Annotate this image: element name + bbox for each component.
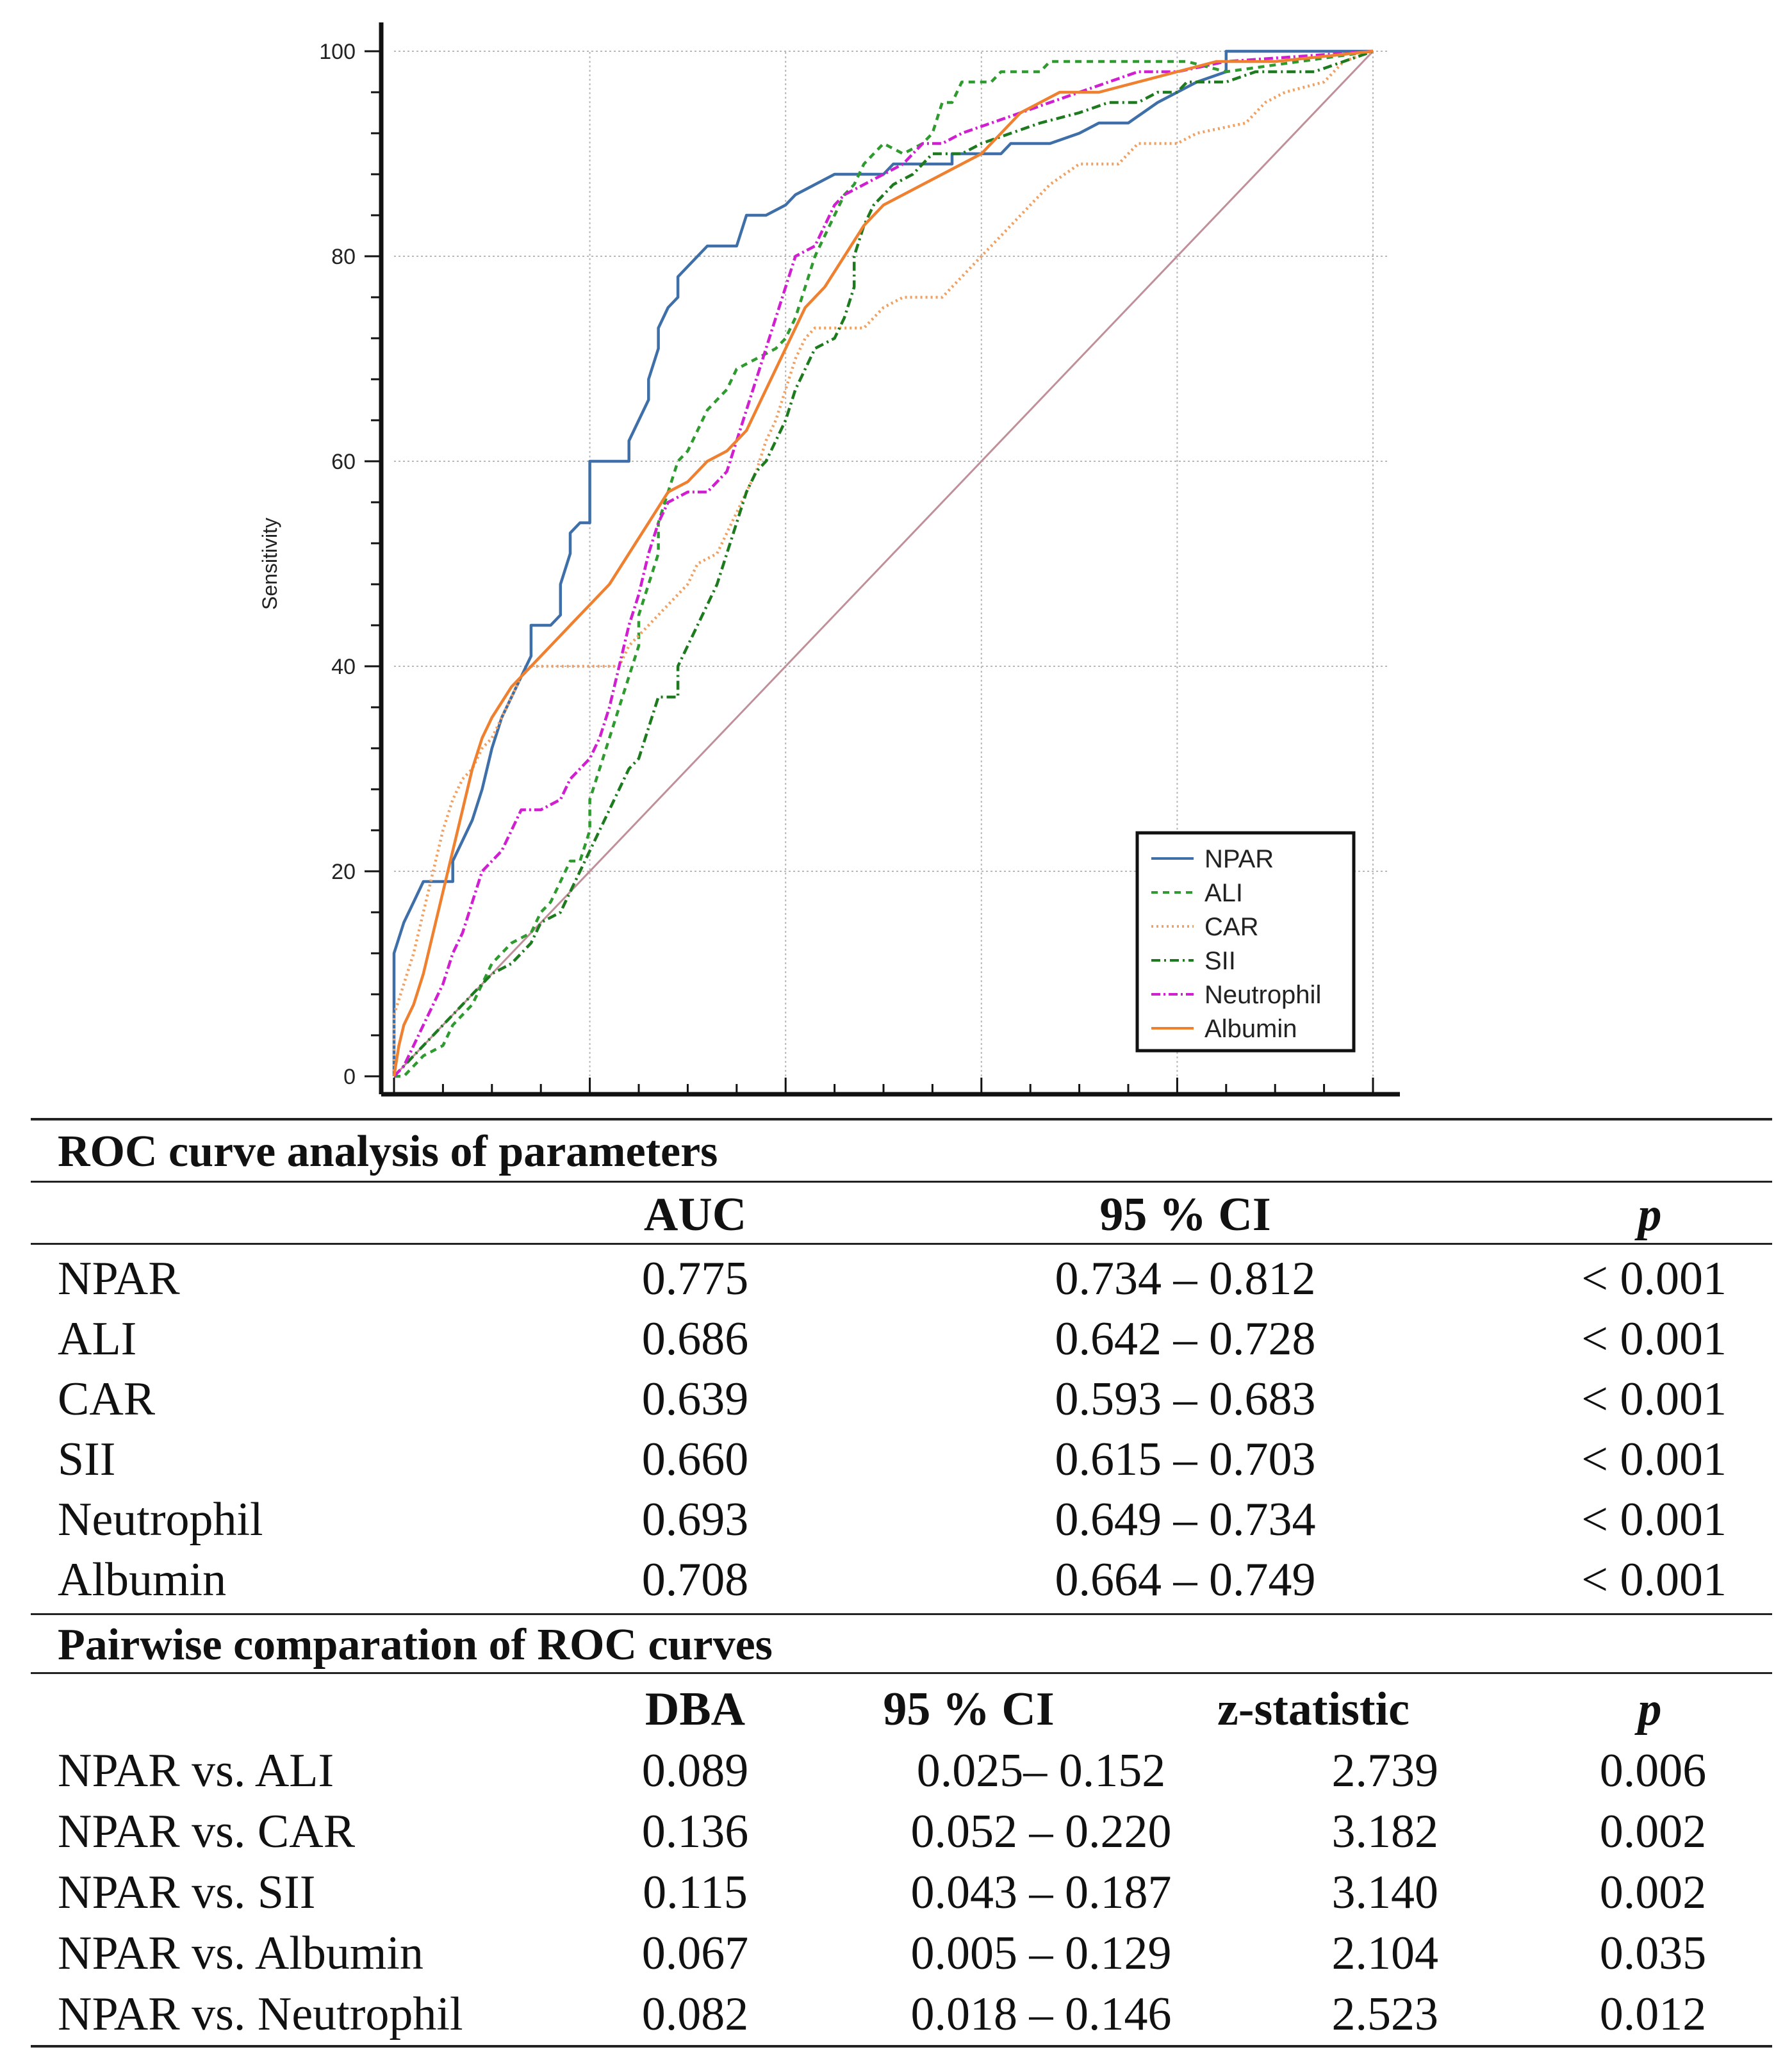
pairwise-row-ci: 0.043 – 0.187 [910, 1866, 1172, 1919]
pairwise-row-ci: 0.025– 0.152 [916, 1745, 1166, 1797]
y-tick-label: 20 [331, 860, 356, 884]
diagonal-reference-line [393, 50, 1374, 1078]
pairwise-row-p: 0.002 [1599, 1805, 1707, 1858]
roc-row-ci: 0.649 – 0.734 [1055, 1493, 1316, 1546]
roc-row-name: NPAR [58, 1252, 180, 1305]
legend-box [1135, 831, 1356, 1053]
y-axis-title: Sensitivity [258, 518, 281, 610]
roc-row-p: < 0.001 [1581, 1313, 1727, 1365]
chart-axes: 0 20 40 60 80 100 [319, 22, 1400, 1097]
pairwise-row-name: NPAR vs. Neutrophil [58, 1988, 463, 2040]
pairwise-row-name: NPAR vs. ALI [58, 1745, 334, 1797]
roc-row-ci: 0.593 – 0.683 [1055, 1373, 1316, 1425]
legend-label-ali: ALI [1204, 879, 1243, 907]
roc-row-ci: 0.664 – 0.749 [1055, 1554, 1316, 1606]
roc-title-rule [31, 1181, 1772, 1183]
pairwise-header-z: z-statistic [1217, 1683, 1410, 1736]
roc-row-name: ALI [58, 1313, 137, 1365]
roc-chart: 0 20 40 60 80 100 Sensitivity NPAR ALI CAR SII Ne… [258, 22, 1400, 1097]
chart-legend: NPAR ALI CAR SII Neutrophil Albumin [1135, 831, 1356, 1053]
pairwise-header-dba: DBA [645, 1683, 746, 1736]
roc-row-ci: 0.734 – 0.812 [1055, 1252, 1316, 1305]
roc-bottom-rule [31, 1613, 1772, 1615]
roc-row-auc: 0.693 [641, 1493, 749, 1546]
pairwise-row-p: 0.002 [1599, 1866, 1707, 1919]
series-line-sii [393, 49, 1374, 1078]
roc-row-p: < 0.001 [1581, 1433, 1727, 1486]
pairwise-row-name: NPAR vs. Albumin [58, 1927, 423, 1980]
pairwise-row-p: 0.006 [1599, 1745, 1707, 1797]
pairwise-table-title: Pairwise comparation of ROC curves [58, 1620, 773, 1670]
y-tick-label: 0 [343, 1065, 356, 1089]
roc-header-rule [31, 1243, 1772, 1245]
pairwise-row-p: 0.012 [1599, 1988, 1707, 2040]
pairwise-row-z: 3.182 [1331, 1805, 1439, 1858]
roc-row-name: Neutrophil [58, 1493, 263, 1546]
roc-row-auc: 0.639 [641, 1373, 749, 1425]
roc-row-auc: 0.708 [641, 1554, 749, 1606]
roc-row-name: CAR [58, 1373, 156, 1425]
series-line-npar [392, 49, 1373, 1076]
pairwise-row-name: NPAR vs. CAR [58, 1805, 356, 1858]
roc-row-ci: 0.642 – 0.728 [1055, 1313, 1316, 1365]
roc-header-ci: 95 % CI [1099, 1188, 1271, 1241]
pairwise-row-ci: 0.052 – 0.220 [910, 1805, 1172, 1858]
y-tick-label: 40 [331, 655, 356, 679]
series-line-neutrophil [393, 49, 1374, 1078]
series-line-albumin [392, 49, 1374, 1077]
series-line-ali [394, 49, 1374, 1078]
roc-row-name: Albumin [58, 1554, 227, 1606]
roc-header-auc: AUC [643, 1188, 747, 1241]
roc-row-p: < 0.001 [1581, 1252, 1727, 1305]
pairwise-row-z: 2.739 [1331, 1745, 1439, 1797]
pairwise-row-dba: 0.115 [643, 1866, 748, 1919]
legend-label-sii: SII [1204, 947, 1236, 975]
roc-row-name: SII [58, 1433, 116, 1486]
roc-row-auc: 0.660 [641, 1433, 749, 1486]
roc-header-p: p [1638, 1188, 1662, 1241]
pairwise-row-dba: 0.089 [641, 1745, 749, 1797]
pairwise-header-p: p [1638, 1683, 1662, 1736]
y-tick-label: 100 [319, 40, 356, 64]
roc-row-ci: 0.615 – 0.703 [1055, 1433, 1316, 1486]
table-bottom-rule [31, 2045, 1772, 2048]
series-layer [392, 49, 1374, 1078]
y-tick-label: 80 [331, 245, 356, 269]
legend-label-npar: NPAR [1204, 845, 1274, 873]
legend-label-car: CAR [1204, 913, 1258, 941]
pairwise-row-ci: 0.005 – 0.129 [910, 1927, 1172, 1980]
pairwise-header-ci: 95 % CI [883, 1683, 1055, 1736]
table-top-rule [31, 1118, 1772, 1121]
pairwise-row-z: 3.140 [1331, 1866, 1439, 1919]
roc-row-auc: 0.775 [641, 1252, 749, 1305]
roc-row-auc: 0.686 [641, 1313, 749, 1365]
pairwise-row-dba: 0.136 [641, 1805, 749, 1858]
roc-row-p: < 0.001 [1581, 1493, 1727, 1546]
pairwise-row-p: 0.035 [1599, 1927, 1707, 1980]
y-tick-label: 60 [331, 450, 356, 474]
roc-row-p: < 0.001 [1581, 1554, 1727, 1606]
pairwise-row-name: NPAR vs. SII [58, 1866, 316, 1919]
roc-table-title: ROC curve analysis of parameters [58, 1127, 718, 1176]
pairwise-row-dba: 0.082 [641, 1988, 749, 2040]
legend-label-albumin: Albumin [1204, 1015, 1297, 1043]
pairwise-row-dba: 0.067 [641, 1927, 749, 1980]
roc-row-p: < 0.001 [1581, 1373, 1727, 1425]
pairwise-row-z: 2.523 [1331, 1988, 1439, 2040]
pairwise-row-ci: 0.018 – 0.146 [910, 1988, 1172, 2040]
pairwise-title-rule [31, 1672, 1772, 1674]
legend-label-neutrophil: Neutrophil [1204, 981, 1321, 1009]
pairwise-row-z: 2.104 [1331, 1927, 1439, 1980]
